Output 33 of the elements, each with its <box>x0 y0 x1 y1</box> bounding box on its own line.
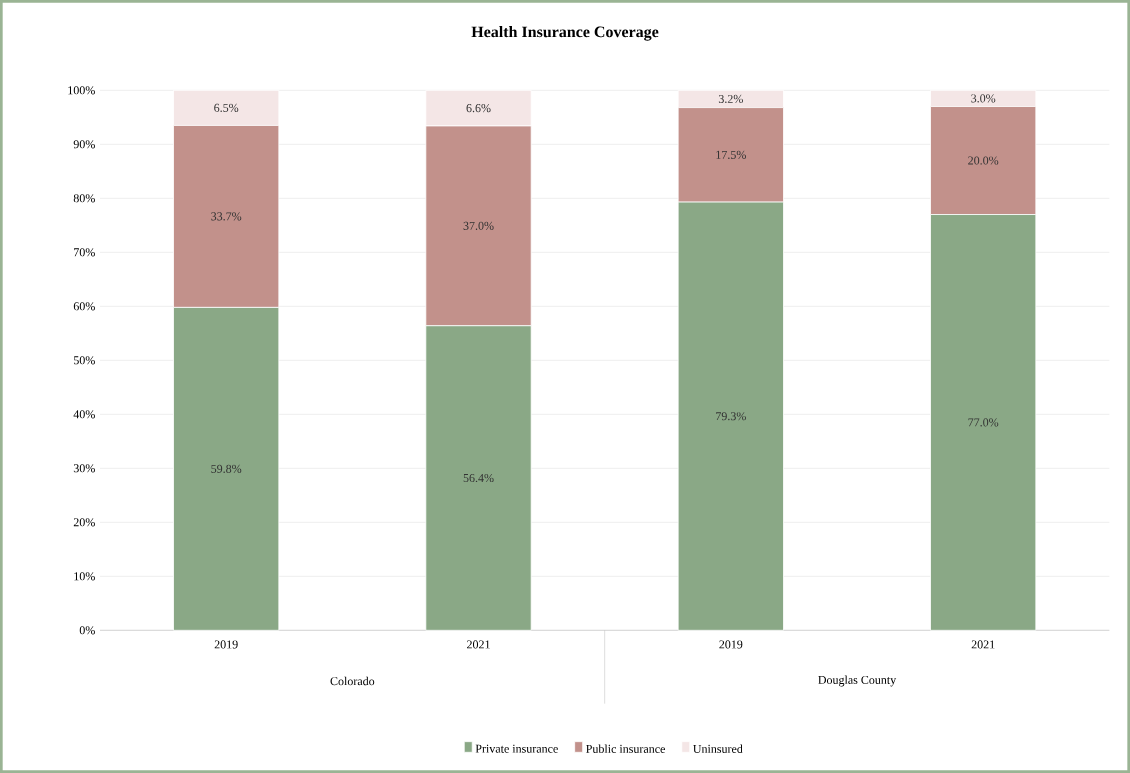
data-label: 20.0% <box>968 156 999 165</box>
y-tick-label: 20% <box>73 518 95 527</box>
legend-label: Public insurance <box>586 744 665 753</box>
y-tick-label: 70% <box>74 248 95 257</box>
x-tick-label: 2021 <box>971 640 995 649</box>
data-label: 3.2% <box>718 94 743 104</box>
data-label: 56.4% <box>463 473 494 483</box>
y-tick-label: 60% <box>73 302 95 311</box>
x-tick-label: 2019 <box>719 640 743 649</box>
data-label: 79.3% <box>716 412 746 421</box>
legend-label: Private insurance <box>475 744 558 753</box>
data-label: 3.0% <box>971 94 996 103</box>
y-tick-label: 90% <box>73 140 95 149</box>
y-tick-label: 0% <box>79 626 95 635</box>
legend-label: Uninsured <box>693 744 743 753</box>
data-label: 77.0% <box>968 418 999 427</box>
data-label: 33.7% <box>211 212 242 221</box>
y-tick-label: 30% <box>73 464 95 473</box>
data-label: 37.0% <box>463 221 494 230</box>
data-label: 6.5% <box>214 103 239 112</box>
y-tick-label: 50% <box>73 356 95 365</box>
y-tick-label: 10% <box>74 572 95 581</box>
data-label: 6.6% <box>466 104 491 113</box>
chart-title: Health Insurance Coverage <box>471 26 659 41</box>
text: Colorado <box>330 676 375 686</box>
y-tick-label: 80% <box>73 194 95 203</box>
x-tick-label: 2021 <box>467 640 490 649</box>
text: Douglas County <box>818 675 897 687</box>
data-label: 59.8% <box>211 464 242 473</box>
y-tick-label: 40% <box>73 410 95 419</box>
data-label: 17.5% <box>716 150 746 159</box>
y-tick-label: 100% <box>68 86 95 95</box>
x-tick-label: 2019 <box>214 640 238 649</box>
